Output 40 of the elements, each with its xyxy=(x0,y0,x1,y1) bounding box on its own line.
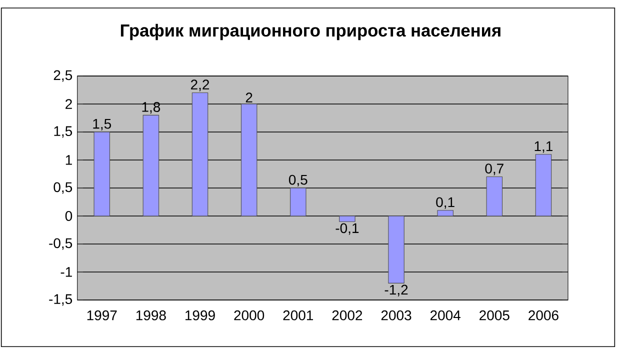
data-label: 1,1 xyxy=(534,141,552,153)
x-tick-label: 2004 xyxy=(430,310,460,320)
x-tick-label: 2000 xyxy=(234,310,264,320)
bar xyxy=(290,188,306,216)
x-tick-label: 1997 xyxy=(87,310,117,320)
y-tick-label: -1,5 xyxy=(49,294,72,306)
data-label: 0,5 xyxy=(288,174,308,186)
data-label: -1,2 xyxy=(384,284,408,296)
bar xyxy=(437,210,454,216)
bar xyxy=(240,104,258,216)
bar xyxy=(192,92,208,216)
x-tick-label: 2005 xyxy=(480,310,510,320)
y-tick-label: 0 xyxy=(65,211,72,221)
chart-title: График миграционного прироста населения xyxy=(120,24,500,40)
y-tick-label: -0,5 xyxy=(49,238,72,250)
y-tick-label: 2 xyxy=(66,99,72,109)
data-label: 0,7 xyxy=(485,164,504,176)
bar xyxy=(339,216,356,222)
data-label: 1,5 xyxy=(93,118,112,130)
y-tick-label: 2,5 xyxy=(54,70,72,82)
data-label: -0,1 xyxy=(336,223,359,235)
data-label: 2 xyxy=(246,92,252,102)
bar xyxy=(388,216,404,284)
x-tick-label: 2001 xyxy=(283,310,314,320)
bar xyxy=(142,114,160,216)
x-tick-label: 2006 xyxy=(528,310,558,320)
x-tick-label: 2002 xyxy=(332,310,362,320)
bar xyxy=(535,154,552,216)
bar xyxy=(486,176,503,216)
data-label: 1,8 xyxy=(142,102,160,114)
x-tick-label: 2003 xyxy=(381,310,412,320)
y-tick-label: 0,5 xyxy=(54,182,72,194)
data-label: 0,1 xyxy=(436,197,454,209)
y-tick-label: -1 xyxy=(60,267,72,277)
data-label: 2,2 xyxy=(190,80,210,92)
x-tick-label: 1998 xyxy=(136,310,166,320)
y-tick-label: 1,5 xyxy=(54,126,72,138)
x-tick-label: 1999 xyxy=(186,310,215,320)
bar xyxy=(94,132,110,216)
y-tick-label: 1 xyxy=(66,155,72,165)
